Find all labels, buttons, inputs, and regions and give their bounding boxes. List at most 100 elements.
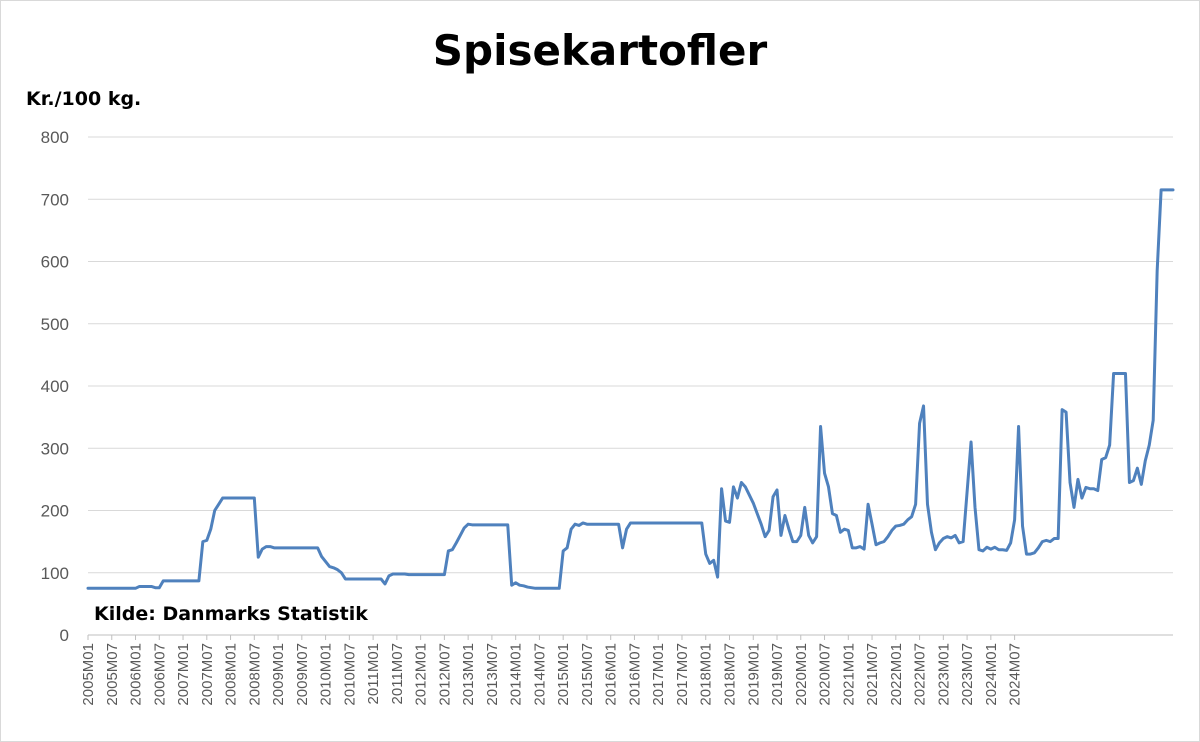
data-point [284, 546, 287, 549]
data-point [795, 540, 798, 543]
data-point [182, 579, 185, 582]
data-point [415, 573, 418, 576]
x-tick-label: 2007M07 [199, 643, 216, 706]
data-point [613, 523, 616, 526]
y-tick-label: 300 [41, 439, 69, 458]
data-point [803, 506, 806, 509]
data-point [558, 587, 561, 590]
series-layer [86, 188, 1175, 590]
y-tick-label: 600 [41, 253, 69, 272]
data-point [1120, 372, 1123, 375]
data-point [906, 518, 909, 521]
data-point [459, 534, 462, 537]
data-point [162, 579, 165, 582]
data-point [974, 506, 977, 509]
data-point [431, 573, 434, 576]
data-point [118, 587, 121, 590]
data-point [300, 546, 303, 549]
x-tick-label: 2017M01 [650, 643, 667, 706]
data-point [510, 584, 513, 587]
data-point [387, 574, 390, 577]
data-point [193, 579, 196, 582]
data-point [312, 546, 315, 549]
data-point [1160, 188, 1163, 191]
data-point [158, 586, 161, 589]
x-tick-label: 2015M07 [579, 643, 596, 706]
data-point [320, 555, 323, 558]
data-point [645, 521, 648, 524]
data-point [989, 548, 992, 551]
data-point [455, 541, 458, 544]
data-point [815, 535, 818, 538]
data-point [708, 562, 711, 565]
data-point [1148, 444, 1151, 447]
data-point [946, 535, 949, 538]
chart-title: Spisekartofler [432, 26, 768, 75]
data-point [1132, 479, 1135, 482]
x-tick-label: 2012M07 [436, 643, 453, 706]
data-point [692, 521, 695, 524]
x-tick-label: 2016M01 [603, 643, 620, 706]
data-point [1136, 467, 1139, 470]
x-tick-label: 2011M01 [365, 643, 382, 704]
data-point [574, 523, 577, 526]
x-tick-label: 2012M01 [413, 643, 430, 706]
data-point [831, 512, 834, 515]
data-point [970, 441, 973, 444]
data-point [764, 535, 767, 538]
x-tick-label: 2013M01 [460, 643, 477, 706]
data-point [712, 559, 715, 562]
data-point [170, 579, 173, 582]
data-point [855, 546, 858, 549]
data-point [241, 497, 244, 500]
data-point [720, 487, 723, 490]
x-tick-label: 2018M07 [721, 643, 738, 706]
data-point [918, 422, 921, 425]
data-point [530, 586, 533, 589]
data-point [253, 497, 256, 500]
data-point [383, 582, 386, 585]
data-point [1100, 458, 1103, 461]
data-point [411, 573, 414, 576]
data-point [724, 520, 727, 523]
data-point [621, 546, 624, 549]
data-point [776, 488, 779, 491]
data-point [1021, 525, 1024, 528]
data-point [213, 509, 216, 512]
data-point [752, 502, 755, 505]
data-point [756, 512, 759, 515]
data-point [839, 531, 842, 534]
data-point [372, 577, 375, 580]
data-point [890, 529, 893, 532]
gridlines [88, 136, 1173, 636]
data-point [360, 577, 363, 580]
data-point [380, 577, 383, 580]
data-point [823, 472, 826, 475]
data-point [146, 585, 149, 588]
data-point [479, 523, 482, 526]
x-tick-label: 2011M07 [389, 643, 406, 704]
data-point [1065, 411, 1068, 414]
series-line [86, 188, 1175, 590]
data-point [1037, 546, 1040, 549]
data-point [700, 521, 703, 524]
data-point [98, 587, 101, 590]
x-tick-label: 2014M07 [531, 643, 548, 706]
data-point [332, 566, 335, 569]
data-point [629, 521, 632, 524]
data-point [578, 524, 581, 527]
data-point [772, 495, 775, 498]
x-tick-label: 2010M01 [318, 643, 335, 706]
data-point [1104, 456, 1107, 459]
data-point [597, 523, 600, 526]
data-point [550, 587, 553, 590]
data-point [657, 521, 660, 524]
data-point [684, 521, 687, 524]
data-point [827, 485, 830, 488]
data-point [368, 577, 371, 580]
data-point [126, 587, 129, 590]
data-point [237, 497, 240, 500]
data-point [205, 539, 208, 542]
data-point [898, 524, 901, 527]
